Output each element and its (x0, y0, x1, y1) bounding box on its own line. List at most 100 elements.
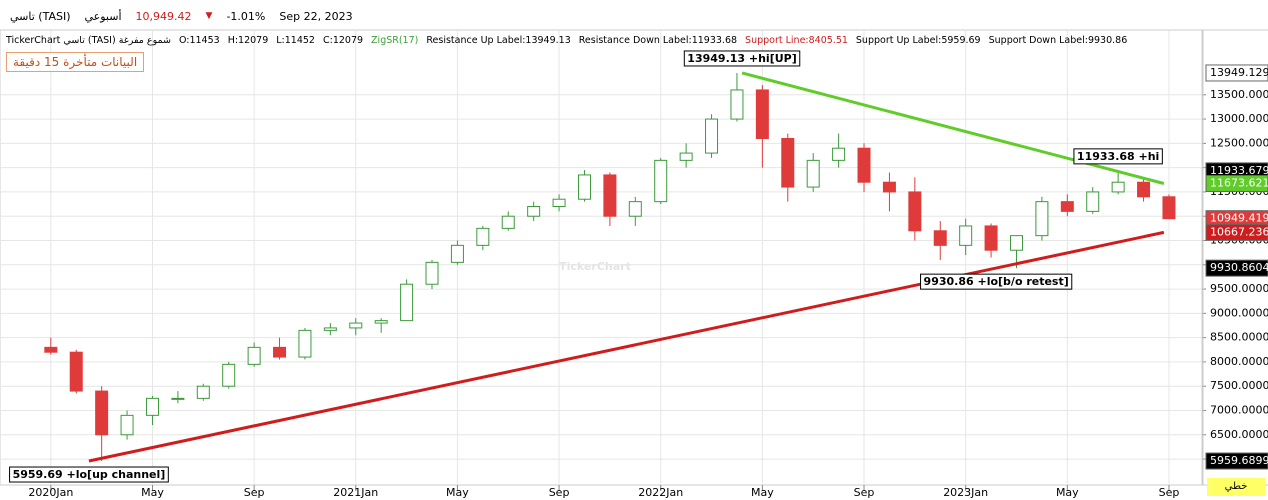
candle-body (654, 159, 668, 203)
candle-body (933, 230, 947, 246)
header: تاسي (TASI) أسبوعي 10,949.42 ▼ -1.01% Se… (0, 0, 1268, 32)
candle-body (69, 351, 83, 392)
candle-body (247, 346, 261, 365)
annotation-text: 13949.13 +hi[UP] (687, 52, 796, 65)
info-item: L:11452 (276, 35, 315, 46)
info-item: TickerChart تاسي (TASI) شموع مفرغة (6, 35, 171, 46)
candle-body (755, 89, 769, 140)
y-tick-label: 7000.0000 (1210, 403, 1268, 416)
price-label: 10949.4199 (1210, 212, 1268, 225)
price-label: 9930.8604 (1210, 261, 1268, 274)
candle-body (628, 201, 642, 217)
x-tick-label: Sep (244, 486, 265, 499)
info-item: O:11453 (178, 35, 220, 46)
y-tick-label: 8000.0000 (1210, 355, 1268, 368)
candle-body (44, 346, 58, 353)
date: Sep 22, 2023 (279, 9, 353, 23)
symbol: تاسي (TASI) (10, 9, 71, 23)
trend-line (741, 71, 1165, 185)
candle-body (171, 397, 185, 400)
x-tick-label: 2020Jan (28, 486, 73, 499)
candle-body (349, 322, 363, 329)
x-tick-label: Sep (1159, 486, 1180, 499)
y-tick-label: 13000.0000 (1210, 112, 1268, 125)
annotation-box (9, 466, 169, 483)
y-tick-label: 9000.0000 (1210, 306, 1268, 319)
info-item: Support Line:8405.51 (745, 35, 848, 46)
mode-button[interactable]: خطي (1207, 478, 1265, 496)
x-tick-label: 2021Jan (333, 486, 378, 499)
info-item: Support Up Label:5959.69 (855, 35, 981, 46)
candle-body (1137, 181, 1151, 198)
candle-body (832, 147, 846, 161)
price-label-box (1205, 174, 1268, 192)
candle-body (705, 118, 719, 154)
info-item: Support Down Label:9930.86 (988, 35, 1128, 46)
annotation-text: 11933.68 +hi (1077, 150, 1159, 163)
candle-body (781, 138, 795, 188)
candle-body (857, 147, 871, 183)
x-tick-label: May (141, 486, 164, 499)
candle-body (400, 283, 414, 322)
candle-body (552, 198, 566, 208)
price-label: 11673.6216 (1210, 176, 1268, 189)
price-label-box (1205, 223, 1268, 241)
candle-body (450, 244, 464, 263)
y-tick-label: 7500.0000 (1210, 379, 1268, 392)
candle-body (374, 320, 388, 324)
info-item: Resistance Down Label:11933.68 (578, 35, 738, 46)
price-label-box (1205, 452, 1268, 470)
candle-body (501, 215, 515, 229)
x-tick-label: 2023Jan (943, 486, 988, 499)
candle-body (679, 152, 693, 161)
y-tick-label: 6500.0000 (1210, 428, 1268, 441)
change: -1.01% (226, 9, 266, 23)
watermark: TickerChart (559, 260, 631, 273)
candle-body (273, 346, 287, 358)
y-tick-label: 8500.0000 (1210, 331, 1268, 344)
price: 10,949.42 (135, 9, 192, 23)
candle-body (1060, 201, 1074, 212)
x-tick-label: May (751, 486, 774, 499)
candle-body (603, 174, 617, 217)
annotation-box (683, 50, 801, 67)
price-label: 11933.6797 (1210, 164, 1268, 177)
candle-body (577, 174, 591, 200)
candle-body (298, 329, 312, 358)
plot-bg (0, 29, 1203, 486)
candle-body (527, 206, 541, 217)
info-item: Resistance Up Label:13949.13 (426, 35, 571, 46)
candle-body (984, 225, 998, 251)
candle-body (882, 181, 896, 193)
info-bar: TickerChart تاسي (TASI) شموع مفرغة O:1145… (6, 35, 1127, 46)
down-arrow: ▼ (205, 11, 213, 21)
x-tick-label: 2022Jan (638, 486, 683, 499)
candle-body (1086, 191, 1100, 212)
price-label-box (1205, 259, 1268, 277)
x-tick-label: Sep (549, 486, 570, 499)
candle-body (806, 159, 820, 188)
candle-body (1111, 181, 1125, 193)
trend-line (88, 230, 1165, 463)
x-tick-label: Sep (854, 486, 875, 499)
candle-body (323, 327, 337, 331)
candle-body (1162, 196, 1176, 220)
info-item: H:12079 (227, 35, 269, 46)
info-item: ZigSR(17) (371, 35, 419, 46)
x-tick-label: May (446, 486, 469, 499)
price-label: 13949.1299 (1210, 66, 1268, 79)
y-tick-label: 12500.0000 (1210, 136, 1268, 149)
annotation-text: 9930.86 +lo[b/o retest] (924, 275, 1069, 288)
delay-badge: البيانات متأخرة 15 دقيقة (6, 52, 145, 72)
price-label-box (1205, 64, 1268, 82)
candle-body (222, 363, 236, 387)
y-tick-label: 9500.0000 (1210, 282, 1268, 295)
price-label: 5959.6899 (1210, 454, 1268, 467)
y-tick-label: 13500.0000 (1210, 88, 1268, 101)
candle-body (730, 89, 744, 120)
candle-body (1035, 201, 1049, 237)
annotation-text: 5959.69 +lo[up channel] (13, 468, 166, 481)
period: أسبوعي (84, 9, 122, 23)
